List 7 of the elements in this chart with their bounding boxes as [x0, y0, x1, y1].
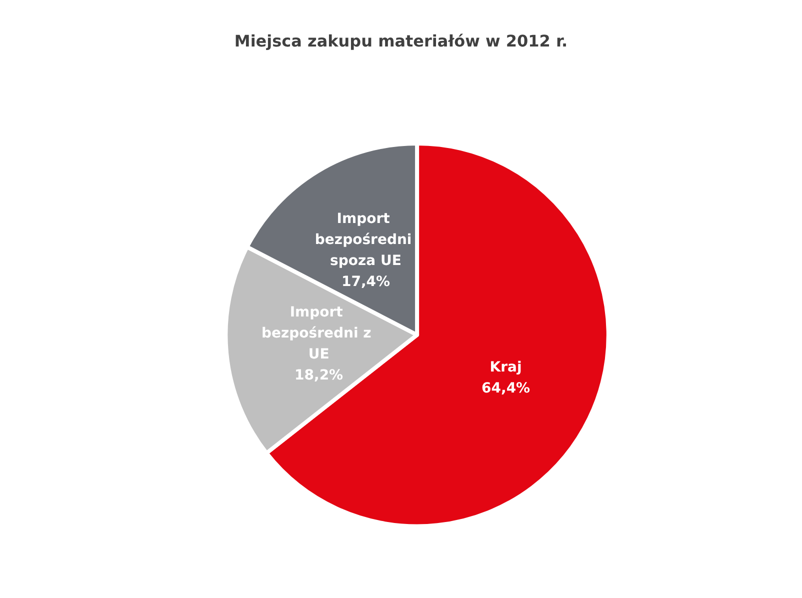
- slice-label: Import bezpośredni spoza UE: [314, 211, 417, 270]
- data-label: 64,4%: [482, 380, 530, 397]
- data-label: 17,4%: [341, 274, 390, 290]
- slice-label: Kraj: [490, 360, 522, 376]
- slice-label: Import bezpośredni z UE: [261, 304, 376, 363]
- chart-title: Miejsca zakupu materiałów w 2012 r.: [234, 32, 568, 50]
- data-label: 18,2%: [294, 368, 344, 384]
